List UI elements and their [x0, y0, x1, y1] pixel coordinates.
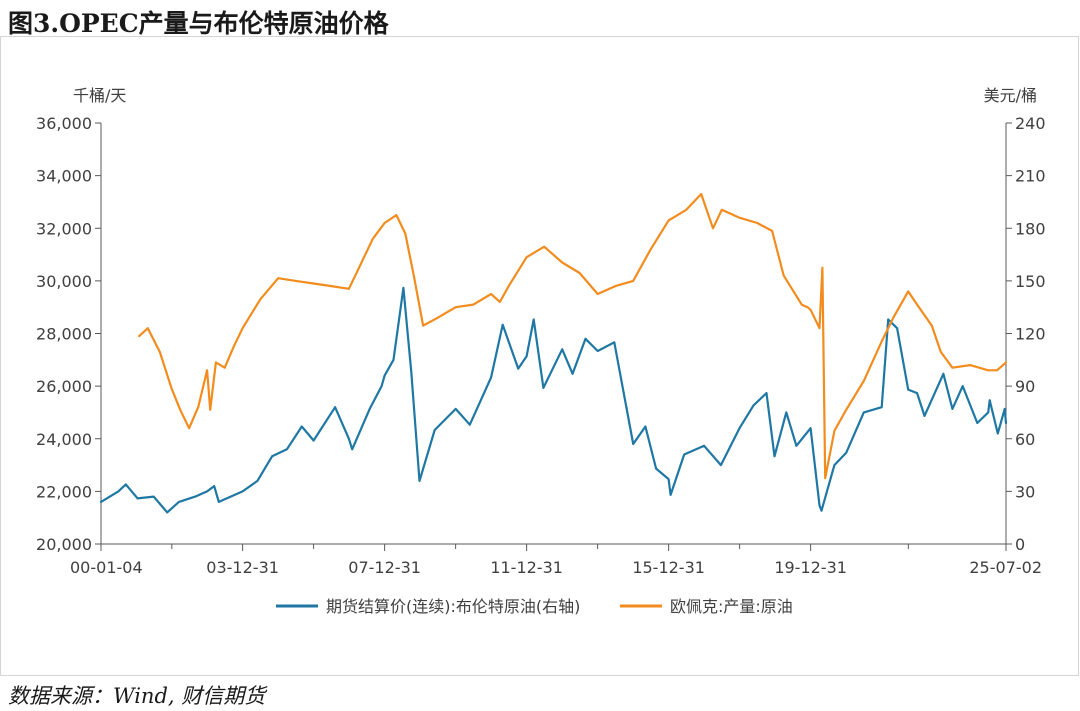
- right-tick-label: 150: [1015, 272, 1046, 291]
- left-tick-label: 32,000: [36, 219, 92, 238]
- left-tick-label: 24,000: [36, 430, 92, 449]
- left-axis-unit: 千桶/天: [73, 86, 126, 105]
- chart-frame: [0, 36, 1079, 676]
- right-axis-unit: 美元/桶: [984, 86, 1037, 105]
- x-tick-label: 19-12-31: [774, 558, 847, 577]
- figure-title: 图3.OPEC产量与布伦特原油价格: [8, 9, 389, 38]
- source-note: 数据来源：Wind, 财信期货: [8, 684, 266, 708]
- right-tick-label: 0: [1015, 535, 1025, 554]
- left-tick-label: 34,000: [36, 167, 92, 186]
- left-tick-label: 28,000: [36, 325, 92, 344]
- left-tick-label: 36,000: [36, 114, 92, 133]
- left-tick-label: 20,000: [36, 535, 92, 554]
- right-tick-label: 120: [1015, 325, 1046, 344]
- right-tick-label: 30: [1015, 482, 1035, 501]
- right-tick-label: 210: [1015, 167, 1046, 186]
- right-tick-label: 60: [1015, 430, 1035, 449]
- left-tick-label: 26,000: [36, 377, 92, 396]
- x-tick-label: 11-12-31: [490, 558, 563, 577]
- legend-brent-label: 期货结算价(连续):布伦特原油(右轴): [326, 597, 580, 616]
- x-tick-label: 25-07-02: [969, 558, 1042, 577]
- x-tick-label: 00-01-04: [70, 558, 143, 577]
- x-tick-label: 15-12-31: [632, 558, 705, 577]
- legend-opec-label: 欧佩克:产量:原油: [670, 597, 793, 616]
- right-tick-label: 90: [1015, 377, 1035, 396]
- right-tick-label: 240: [1015, 114, 1046, 133]
- right-tick-label: 180: [1015, 219, 1046, 238]
- opec-output-line: [138, 192, 1008, 480]
- left-tick-label: 30,000: [36, 272, 92, 291]
- left-tick-label: 22,000: [36, 482, 92, 501]
- brent-price-line: [99, 286, 1008, 514]
- x-tick-label: 03-12-31: [206, 558, 279, 577]
- x-tick-label: 07-12-31: [348, 558, 421, 577]
